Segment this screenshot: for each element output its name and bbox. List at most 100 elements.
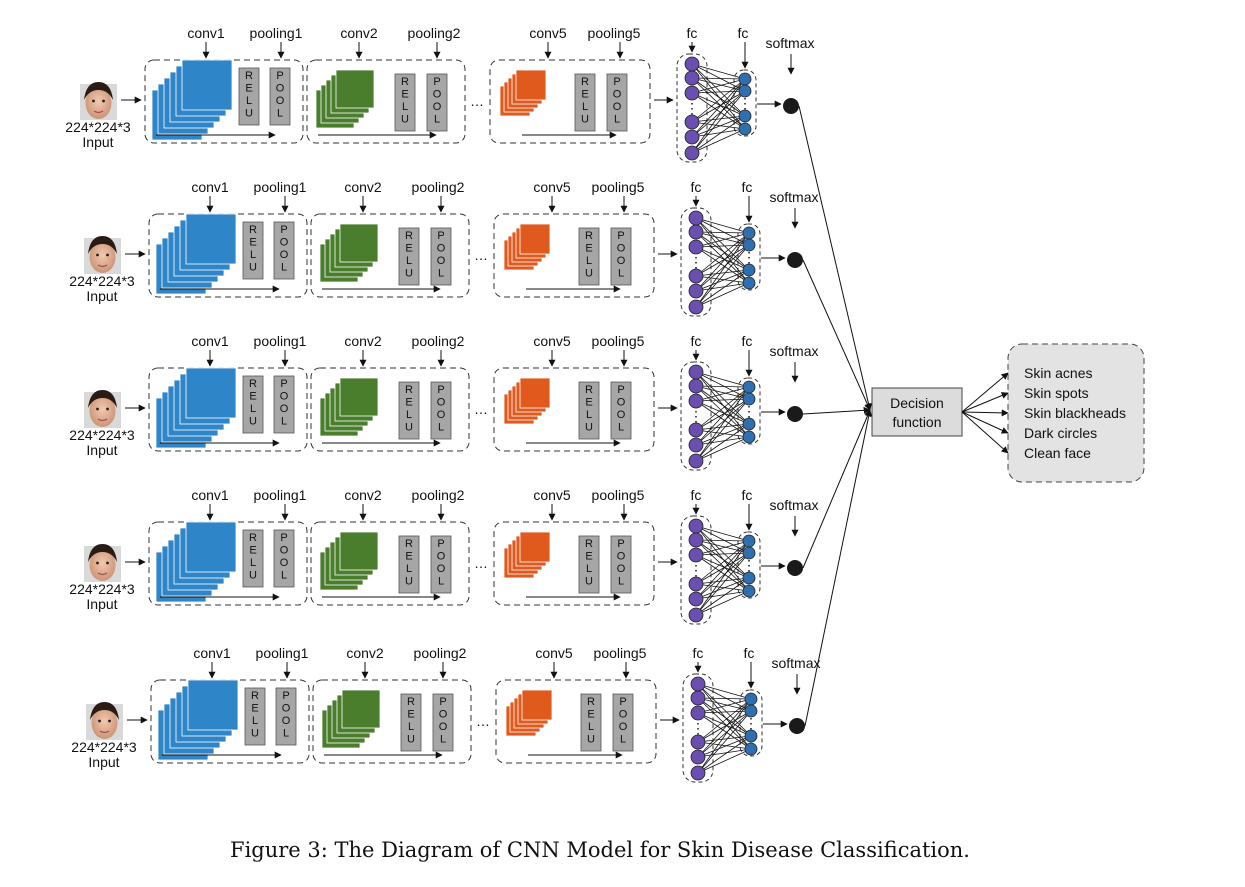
fc-connection (695, 539, 750, 542)
conv5-feature-map-layer (521, 689, 553, 721)
fc1-neuron (688, 453, 704, 469)
pool-block-letter: L (618, 422, 624, 434)
pool-block-letter: P (437, 384, 444, 396)
fc1-neuron (688, 422, 704, 438)
relu-block-letter: U (401, 114, 409, 126)
pool-block-letter: L (277, 108, 283, 120)
input-label: Input (86, 288, 117, 304)
face-eye (102, 99, 105, 103)
relu-block (574, 73, 596, 132)
conv2-feature-map-layer (339, 223, 379, 263)
pooling1-label: pooling1 (256, 645, 309, 661)
fc-connection (695, 371, 750, 425)
relu-block-letter: R (585, 230, 593, 242)
fc2-label: fc (742, 487, 753, 503)
relu-block-letter: E (585, 551, 592, 563)
fc-connection (695, 398, 750, 446)
fc2-vertical-dots: ⋮ (742, 557, 756, 573)
fc-connection (697, 710, 752, 743)
face-skin (89, 549, 116, 581)
pool-block (430, 535, 452, 594)
pool-block-letter: P (617, 384, 624, 396)
output-classes-group: Skin acnes Skin spots Skin blackheads Dark … (1007, 343, 1145, 483)
fc-connection (691, 77, 746, 117)
fc-connection (691, 115, 746, 154)
relu-block-letter: E (245, 83, 252, 95)
fc-connection (695, 386, 750, 446)
fc-connection (695, 525, 750, 554)
relu-block (242, 375, 264, 434)
fc1-label: fc (691, 179, 702, 195)
figure-caption: Figure 3: The Diagram of CNN Model for S… (230, 838, 970, 862)
fc-connection (695, 423, 750, 431)
fc-connection (695, 244, 750, 277)
fc-connection (691, 63, 746, 130)
fc1-neuron (688, 532, 704, 548)
relu-block-letter: L (406, 255, 412, 267)
face-eye (96, 407, 99, 411)
relu-block-letter: L (408, 721, 414, 733)
relu-block-letter: R (587, 696, 595, 708)
pool-block-letter: O (437, 397, 446, 409)
fc2-vertical-dots: ⋮ (742, 403, 756, 419)
conv2-feature-map-layer (339, 531, 379, 571)
softmax-to-decision-arrow (802, 259, 871, 411)
relu-block-letter: U (407, 734, 415, 746)
face-skin (89, 395, 116, 427)
pool-block-letter: O (437, 563, 446, 575)
input-size-label: 224*224*3 (69, 581, 135, 597)
fc-connection (695, 231, 750, 246)
pool-block-letter: O (439, 709, 448, 721)
softmax-node (787, 406, 803, 422)
pool-block (610, 381, 632, 440)
pool-block-letter: O (437, 551, 446, 563)
input-face-image (84, 544, 121, 582)
pool-block (610, 535, 632, 594)
pooling2-label: pooling2 (408, 25, 461, 41)
fc1-neuron (690, 705, 706, 721)
fc-connection (695, 217, 750, 246)
fc-connection (695, 231, 750, 284)
face-skin (85, 87, 112, 119)
pooling2-label: pooling2 (412, 487, 465, 503)
fc-connection (691, 90, 746, 138)
fc-connection (691, 77, 746, 130)
fc-connection (695, 540, 750, 616)
pool-block-letter: L (281, 416, 287, 428)
relu-block-letter: U (585, 422, 593, 434)
pool-block-letter: P (437, 230, 444, 242)
conv1-label: conv1 (187, 25, 225, 41)
pool-block-letter: O (613, 89, 622, 101)
relu-block-letter: U (585, 576, 593, 588)
softmax-label: softmax (769, 343, 818, 359)
fc1-neuron (688, 547, 704, 563)
input-size-label: 224*224*3 (69, 273, 135, 289)
fc-connection (695, 525, 750, 579)
fc1-neuron (688, 378, 704, 394)
fc1-neuron (690, 734, 706, 750)
relu-block-letter: U (249, 262, 257, 274)
relu-block-letter: E (401, 89, 408, 101)
pooling1-label: pooling1 (254, 333, 307, 349)
input-label: Input (86, 596, 117, 612)
pool-block-letter: O (276, 83, 285, 95)
fc1-neuron (684, 85, 700, 101)
fc1-neuron (690, 765, 706, 781)
pool-block-letter: O (280, 545, 289, 557)
fc1-neuron (684, 56, 700, 72)
fc-connection (695, 525, 750, 592)
conv5-block-frame (489, 59, 651, 144)
relu-block-letter: L (402, 101, 408, 113)
fc-connection (697, 712, 752, 737)
pool-block-letter: O (617, 563, 626, 575)
fc-connection (695, 400, 750, 438)
fc-connection (695, 246, 750, 284)
decision-to-class-arrow (961, 372, 1009, 413)
pool-block-letter: O (280, 557, 289, 569)
fc1-neuron (684, 114, 700, 130)
relu-block-letter: L (586, 255, 592, 267)
conv5-block-frame (493, 367, 655, 452)
pooling2-label: pooling2 (412, 179, 465, 195)
pool-block-letter: P (439, 696, 446, 708)
fc-connection (697, 683, 752, 712)
